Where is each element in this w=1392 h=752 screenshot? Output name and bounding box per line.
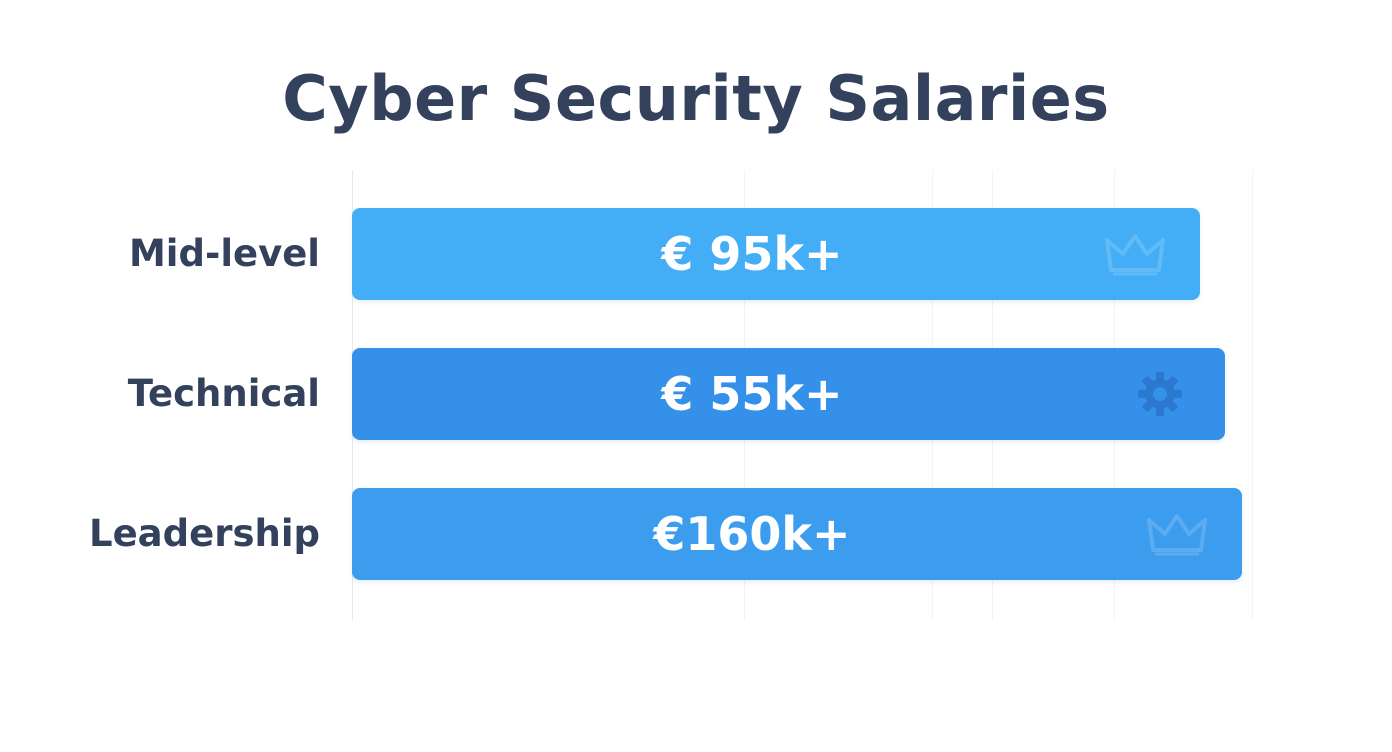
bar-technical: € 55k+ <box>352 348 1225 440</box>
gridline <box>1252 170 1253 620</box>
chart-title: Cyber Security Salaries <box>282 62 1110 135</box>
bar-leadership: €160k+ <box>352 488 1242 580</box>
bar-value-label: € 55k+ <box>661 367 843 421</box>
category-label: Leadership <box>89 512 320 555</box>
bar-value-label: €160k+ <box>653 507 851 561</box>
gear-icon <box>1130 372 1190 416</box>
crown-icon <box>1147 512 1207 556</box>
category-label: Technical <box>127 372 320 415</box>
plot-area: € 95k+ € 55k+ €160k+ <box>352 170 1254 620</box>
bar-value-label: € 95k+ <box>661 227 843 281</box>
bar-mid-level: € 95k+ <box>352 208 1200 300</box>
crown-icon <box>1105 232 1165 276</box>
category-label: Mid-level <box>128 232 320 275</box>
